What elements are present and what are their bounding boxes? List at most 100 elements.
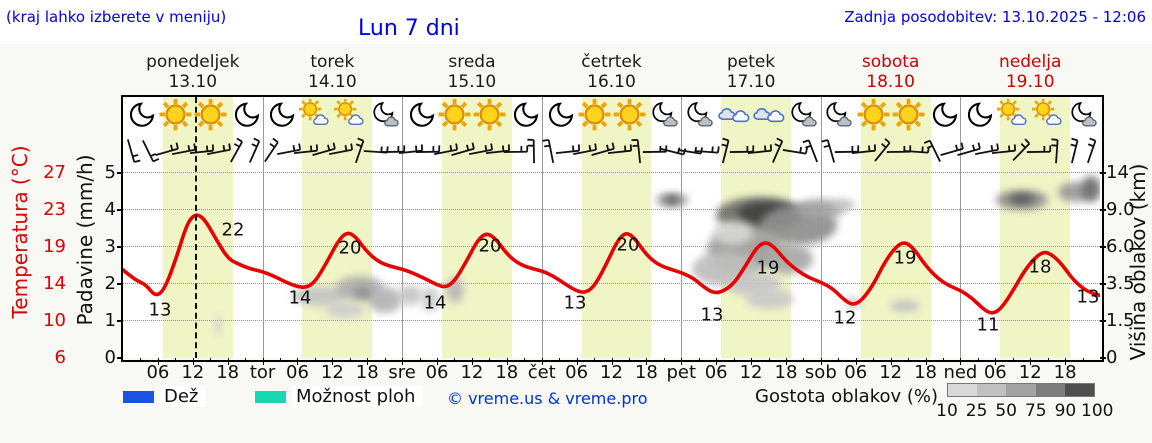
- x-tick-hour: 12: [600, 362, 623, 383]
- x-tick-mark: [1047, 358, 1049, 362]
- precip-axis-tick: 1: [104, 310, 116, 331]
- cloudheight-axis-tick: 1.5: [1106, 310, 1135, 331]
- x-tick-mark: [768, 358, 770, 362]
- moon-cloud-icon: [786, 99, 820, 131]
- wind-barb: [988, 135, 1020, 167]
- x-tick-mark: [855, 358, 857, 365]
- wind-barb: [465, 136, 496, 167]
- temp-label: 19: [756, 257, 780, 279]
- temp-axis-tick: 14: [43, 273, 66, 294]
- cloud-blob: [1009, 194, 1035, 204]
- x-tick-mark: [332, 358, 334, 365]
- day-header: sreda 15.10: [402, 52, 542, 92]
- wind-barb: [921, 138, 947, 164]
- wind-barb: [937, 136, 966, 165]
- cloudheight-axis-tick: 14: [1106, 162, 1129, 183]
- wind-barb: [186, 135, 218, 167]
- current-time-line: [194, 97, 197, 358]
- wind-barb: [778, 134, 812, 168]
- day-date: 17.10: [726, 72, 776, 92]
- x-tick-day: tor: [249, 362, 276, 383]
- gradient-segment: [948, 384, 978, 396]
- wind-barb: [152, 136, 181, 165]
- clouds-icon: [717, 99, 751, 131]
- gridline: [123, 320, 1100, 321]
- wind-barb: [691, 134, 724, 167]
- chart-title: Lun 7 dni: [358, 16, 460, 41]
- chart-canvas: [123, 176, 1100, 334]
- wind-barb: [237, 134, 270, 167]
- day-header: sobota 18.10: [821, 52, 961, 92]
- day-header: nedelja 19.10: [960, 52, 1100, 92]
- day-header: četrtek 16.10: [542, 52, 682, 92]
- sun-icon: [158, 98, 192, 131]
- x-tick-mark: [698, 358, 700, 362]
- x-tick-hour: 18: [1053, 362, 1077, 383]
- sun-icon: [856, 98, 890, 131]
- x-tick-hour: 12: [181, 362, 205, 383]
- y-tick-mark: [1100, 209, 1106, 211]
- wind-barb: [1057, 134, 1091, 168]
- x-tick-mark: [646, 358, 648, 365]
- x-tick-hour: 18: [495, 362, 519, 383]
- precip-axis-tick: 2: [104, 273, 116, 294]
- wind-barb: [971, 136, 1002, 167]
- x-tick-mark: [977, 358, 979, 362]
- x-tick-mark: [908, 358, 910, 362]
- day-separator: [960, 97, 962, 358]
- wind-barb: [220, 135, 253, 168]
- wind-barb: [798, 137, 826, 165]
- x-tick-mark: [960, 358, 962, 365]
- wind-barb: [604, 135, 636, 167]
- x-tick-hour: 18: [216, 362, 240, 383]
- x-tick-day: pet: [666, 362, 697, 383]
- x-tick-day: sob: [804, 362, 837, 383]
- x-tick-mark: [157, 358, 159, 365]
- x-tick-hour: 06: [983, 362, 1007, 383]
- x-tick-hour: 18: [914, 362, 937, 383]
- temp-label: 13: [563, 292, 587, 314]
- gridline: [123, 209, 1100, 210]
- moon-icon: [228, 99, 262, 131]
- day-date: 19.10: [1005, 72, 1055, 92]
- day-name: sreda: [448, 52, 496, 72]
- daytime-band: [162, 97, 233, 358]
- day-separator: [681, 97, 683, 358]
- cloud-blob: [746, 289, 794, 309]
- moon-icon: [263, 99, 297, 131]
- precip-axis-tick: 5: [104, 162, 116, 183]
- x-tick-hour: 06: [146, 362, 170, 383]
- moon-icon: [542, 99, 576, 131]
- x-tick-mark: [541, 358, 543, 365]
- wind-barb: [309, 136, 338, 165]
- sun-cloud-icon: [333, 97, 367, 131]
- copyright-link[interactable]: © vreme.us & vreme.pro: [447, 389, 648, 408]
- y-tick-mark: [117, 357, 123, 359]
- temp-axis-tick: 6: [54, 347, 66, 368]
- temp-label: 18: [1028, 256, 1052, 278]
- sun-cloud-icon: [996, 97, 1030, 131]
- wind-barb: [535, 136, 566, 167]
- wind-barb: [726, 135, 759, 168]
- cloud-blob: [215, 316, 221, 334]
- daytime-band: [442, 97, 512, 358]
- day-separator: [541, 97, 543, 358]
- wind-barb: [255, 135, 287, 167]
- wind-barb: [588, 136, 617, 165]
- density-tick: 10: [936, 401, 958, 421]
- gradient-segment: [1006, 384, 1036, 396]
- day-date: 18.10: [866, 72, 915, 92]
- temperature-curve: [123, 213, 1100, 315]
- wind-barb: [517, 135, 550, 168]
- cloud-blob: [890, 300, 920, 312]
- sun-icon: [472, 98, 506, 131]
- day-separator: [402, 97, 404, 358]
- x-tick-mark: [628, 358, 630, 362]
- day-date: 15.10: [447, 72, 497, 92]
- moon-icon: [961, 99, 995, 131]
- x-tick-mark: [419, 358, 421, 362]
- x-tick-day: čet: [527, 362, 556, 383]
- y-tick-mark: [1100, 320, 1106, 322]
- day-name: ponedeljek: [146, 52, 240, 72]
- wind-barb: [499, 135, 532, 168]
